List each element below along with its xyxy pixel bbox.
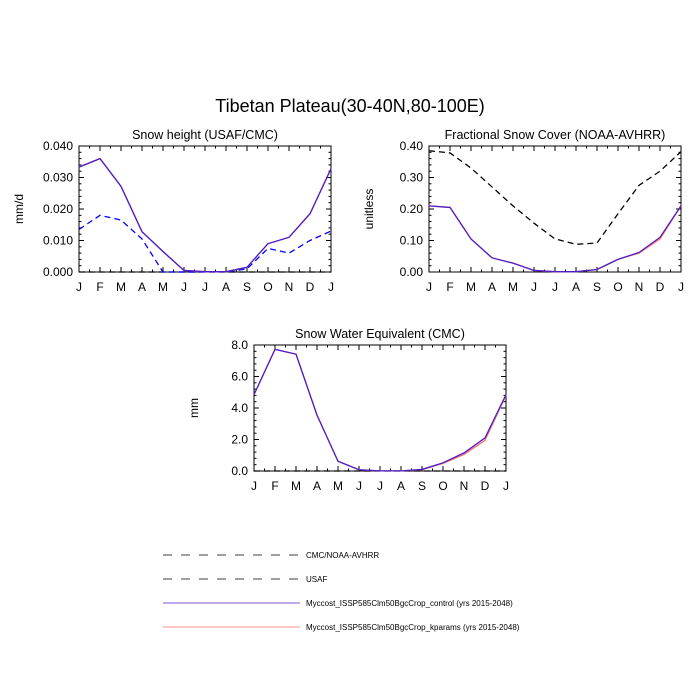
x-tick-label: M: [158, 280, 168, 294]
x-tick-label: N: [460, 479, 469, 493]
y-tick-label: 0.20: [400, 202, 424, 216]
y-tick-label: 2.0: [231, 433, 248, 447]
x-tick-label: O: [438, 479, 447, 493]
y-tick-label: 6.0: [231, 370, 248, 384]
x-tick-label: J: [181, 280, 187, 294]
x-tick-label: S: [243, 280, 251, 294]
x-tick-label: J: [202, 280, 208, 294]
x-tick-label: A: [313, 479, 321, 493]
x-tick-label: D: [481, 479, 490, 493]
x-tick-label: J: [328, 280, 334, 294]
series-line: [78, 157, 332, 273]
y-tick-label: 0.30: [400, 171, 424, 185]
x-tick-label: A: [222, 280, 230, 294]
x-tick-label: J: [552, 280, 558, 294]
panels: Snow height (USAF/CMC)mm/dJ F M A M J J A S O N D J0…: [12, 128, 684, 493]
x-tick-label: F: [271, 479, 278, 493]
x-tick-label: M: [291, 479, 301, 493]
x-tick-label: J: [678, 280, 684, 294]
y-axis-label: mm: [187, 398, 201, 418]
panel-title: Snow height (USAF/CMC): [132, 128, 278, 142]
x-tick-label: M: [508, 280, 518, 294]
x-tick-label: M: [333, 479, 343, 493]
y-tick-label: 0.040: [43, 139, 73, 153]
y-tick-label: 0.00: [400, 265, 424, 279]
legend-label: Myccost_ISSP585Clm50BgcCrop_kparams (yrs…: [306, 623, 520, 632]
x-tick-label: N: [285, 280, 294, 294]
legend-label: USAF: [306, 575, 327, 584]
x-tick-label: M: [466, 280, 476, 294]
y-tick-label: 0.10: [400, 234, 424, 248]
x-tick-label: J: [426, 280, 432, 294]
y-tick-label: 0.030: [43, 171, 73, 185]
legend: CMC/NOAA-AVHRR USAF Myccost_ISSP585Clm50Bg…: [163, 551, 520, 632]
x-tick-label: O: [613, 280, 622, 294]
y-tick-label: 0.0: [231, 464, 248, 478]
panel-2: Fractional Snow Cover (NOAA-AVHRR) unitle…: [362, 128, 684, 294]
x-tick-label: F: [96, 280, 103, 294]
plot-frame: [78, 145, 332, 273]
legend-item: Myccost_ISSP585Clm50BgcCrop_control (yrs…: [163, 599, 513, 608]
y-tick-label: 0.020: [43, 202, 73, 216]
y-tick-label: 0.010: [43, 234, 73, 248]
y-tick-label: 8.0: [231, 338, 248, 352]
x-tick-label: J: [377, 479, 383, 493]
series-line: [78, 157, 332, 273]
panel-1: Snow height (USAF/CMC)mm/dJ F M A M J J A S O N D J0…: [12, 128, 334, 294]
x-tick-label: D: [656, 280, 665, 294]
panel-title: Snow Water Equivalent (CMC): [295, 327, 465, 341]
series-line: [78, 214, 332, 273]
x-tick-label: D: [306, 280, 315, 294]
y-tick-label: 4.0: [231, 401, 248, 415]
y-axis-label: unitless: [362, 189, 376, 230]
y-tick-label: 0.40: [400, 139, 424, 153]
x-tick-label: A: [572, 280, 580, 294]
x-tick-label: J: [503, 479, 509, 493]
x-tick-label: A: [397, 479, 405, 493]
x-tick-label: F: [446, 280, 453, 294]
legend-label: CMC/NOAA-AVHRR: [306, 551, 379, 560]
panel-3: Snow Water Equivalent (CMC)mmJ F M A M J J A S O N…: [187, 327, 509, 493]
x-tick-label: A: [138, 280, 146, 294]
figure-title: Tibetan Plateau(30-40N,80-100E): [215, 96, 485, 116]
series-line: [253, 348, 507, 472]
x-tick-label: S: [418, 479, 426, 493]
series-line: [428, 150, 682, 245]
x-tick-label: M: [116, 280, 126, 294]
x-tick-label: O: [263, 280, 272, 294]
legend-item: CMC/NOAA-AVHRR: [163, 551, 379, 560]
series-line: [253, 348, 507, 472]
x-tick-label: S: [593, 280, 601, 294]
x-tick-label: N: [635, 280, 644, 294]
x-tick-label: J: [251, 479, 257, 493]
series-line: [428, 205, 682, 273]
series-line: [428, 205, 682, 273]
x-tick-label: J: [76, 280, 82, 294]
legend-label: Myccost_ISSP585Clm50BgcCrop_control (yrs…: [306, 599, 513, 608]
x-tick-label: A: [488, 280, 496, 294]
x-tick-label: J: [356, 479, 362, 493]
y-tick-label: 0.000: [43, 265, 73, 279]
x-tick-label: J: [531, 280, 537, 294]
y-axis-label: mm/d: [12, 194, 26, 224]
panel-title: Fractional Snow Cover (NOAA-AVHRR): [445, 128, 666, 142]
legend-item: Myccost_ISSP585Clm50BgcCrop_kparams (yrs…: [163, 623, 520, 632]
legend-item: USAF: [163, 575, 327, 584]
